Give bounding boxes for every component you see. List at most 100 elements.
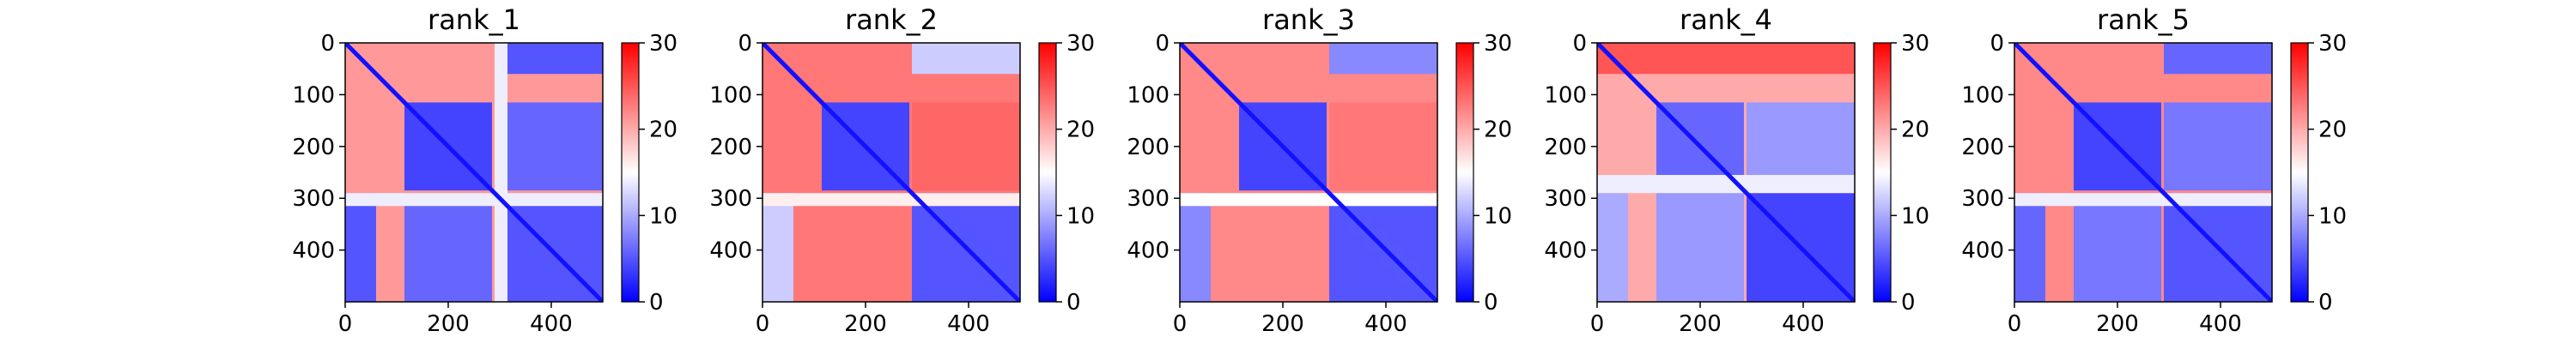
plot-frame: [344, 42, 604, 303]
colorbar-tick-label: 0: [2318, 290, 2333, 316]
heatmap-diagonal: [2014, 43, 2272, 302]
colorbar-tick-label: 10: [649, 203, 677, 229]
x-tick-label: 0: [1173, 311, 1188, 337]
y-tick-label: 400: [292, 238, 335, 264]
colorbar: [2290, 42, 2309, 303]
heatmap-block: [1180, 193, 1437, 207]
colorbar-tick-label: 10: [1901, 203, 1929, 229]
x-tick-label: 200: [1679, 311, 1722, 337]
colorbar-tick-label: 30: [649, 31, 677, 57]
y-tick-label: 300: [709, 186, 752, 212]
panel-title: rank_1: [428, 3, 520, 36]
panel-title: rank_4: [1680, 3, 1772, 36]
panel-title: rank_2: [845, 3, 938, 36]
panel-rank_3: rank_3 0 200 400 0 100 200 300 400 0 10 20 30: [1127, 3, 1512, 337]
x-tick-label: 200: [844, 311, 887, 337]
heatmap-diagonal: [762, 43, 1020, 302]
x-tick-label: 0: [756, 311, 770, 337]
colorbar-tick-label: 20: [2318, 117, 2347, 143]
colorbar-tick-label: 0: [649, 290, 664, 316]
heatmap-block: [1597, 43, 1855, 75]
colorbar-tick-label: 20: [1484, 117, 1512, 143]
colorbar-tick-label: 30: [1901, 31, 1929, 57]
heatmap-block: [2014, 193, 2272, 207]
heatmap-block: [2164, 43, 2272, 75]
colorbar-tick-label: 0: [1901, 290, 1916, 316]
colorbar-tick-label: 30: [1066, 31, 1095, 57]
y-tick-label: 300: [1544, 186, 1587, 212]
plot-frame: [1596, 42, 1856, 303]
y-tick-label: 100: [292, 82, 335, 108]
y-tick-label: 200: [1544, 135, 1587, 160]
heatmap-block: [912, 102, 1020, 191]
panel-rank_2: rank_2 0 200 400 0 100 200 300 400 0 10 20 30: [709, 3, 1095, 337]
heatmap-block: [1656, 193, 1744, 302]
heatmap-block: [495, 43, 507, 302]
y-tick-label: 200: [709, 135, 752, 160]
y-tick-label: 100: [1544, 82, 1587, 108]
heatmap-block: [2014, 193, 2045, 302]
y-tick-label: 400: [1544, 238, 1587, 264]
colorbar-tick-label: 30: [1484, 31, 1512, 57]
heatmap-diagonal: [345, 43, 603, 302]
colorbar-tick-label: 10: [1066, 203, 1095, 229]
heatmap-block: [495, 102, 603, 191]
y-tick-label: 300: [292, 186, 335, 212]
x-tick-label: 200: [427, 311, 470, 337]
heatmap-diagonal: [1180, 43, 1437, 302]
y-tick-label: 400: [709, 238, 752, 264]
panel-rank_5: rank_5 0 200 400 0 100 200 300 400 0 10 20 30: [1961, 3, 2347, 337]
colorbar: [621, 42, 640, 303]
heatmap-cells: [345, 43, 603, 302]
heatmap-block: [2074, 193, 2161, 302]
y-tick-label: 0: [320, 31, 335, 57]
heatmap-block: [1329, 43, 1437, 75]
x-tick-label: 400: [530, 311, 573, 337]
heatmap-cells: [1597, 43, 1855, 302]
plot-frame: [762, 42, 1021, 303]
heatmap-block: [912, 43, 1020, 75]
y-tick-label: 300: [1961, 186, 2004, 212]
y-tick-label: 400: [1127, 238, 1170, 264]
colorbar-tick-label: 0: [1484, 290, 1498, 316]
x-tick-label: 400: [2199, 311, 2242, 337]
heatmap-block: [1329, 102, 1437, 191]
colorbar-tick-label: 20: [1901, 117, 1929, 143]
heatmap-block: [2164, 102, 2272, 191]
colorbar-tick-label: 30: [2318, 31, 2347, 57]
y-tick-label: 0: [1155, 31, 1170, 57]
colorbar: [1038, 42, 1057, 303]
plot-frame: [1179, 42, 1438, 303]
y-tick-label: 100: [709, 82, 752, 108]
x-tick-label: 0: [1590, 311, 1605, 337]
heatmap-cells: [1180, 43, 1437, 302]
heatmap-block: [1597, 193, 1628, 302]
panel-title: rank_5: [2097, 3, 2190, 36]
y-tick-label: 100: [1127, 82, 1170, 108]
y-tick-label: 0: [1990, 31, 2004, 57]
panel-rank_1: rank_1 0 200 400 0 100 200 300 400 0 10 20 30: [292, 3, 677, 337]
heatmap-block: [495, 43, 603, 75]
x-tick-label: 200: [2096, 311, 2139, 337]
colorbar-tick-label: 20: [649, 117, 677, 143]
colorbar: [1873, 42, 1892, 303]
x-tick-label: 0: [2008, 311, 2022, 337]
colorbar-tick-label: 20: [1066, 117, 1095, 143]
x-tick-label: 200: [1261, 311, 1304, 337]
heatmap-block: [762, 193, 793, 302]
heatmap-block: [762, 193, 1020, 207]
heatmap-block: [404, 193, 492, 302]
y-tick-label: 200: [292, 135, 335, 160]
panel-title: rank_3: [1262, 3, 1355, 36]
heatmap-block: [1180, 193, 1211, 302]
y-tick-label: 200: [1961, 135, 2004, 160]
y-tick-label: 300: [1127, 186, 1170, 212]
heatmap-block: [1597, 175, 1855, 194]
colorbar-tick-label: 0: [1066, 290, 1081, 316]
y-tick-label: 0: [738, 31, 752, 57]
x-tick-label: 400: [1364, 311, 1407, 337]
heatmap-diagonal: [1597, 43, 1855, 302]
panel-rank_4: rank_4 0 200 400 0 100 200 300 400 0 10 20 30: [1544, 3, 1929, 337]
heatmap-block: [345, 193, 376, 302]
